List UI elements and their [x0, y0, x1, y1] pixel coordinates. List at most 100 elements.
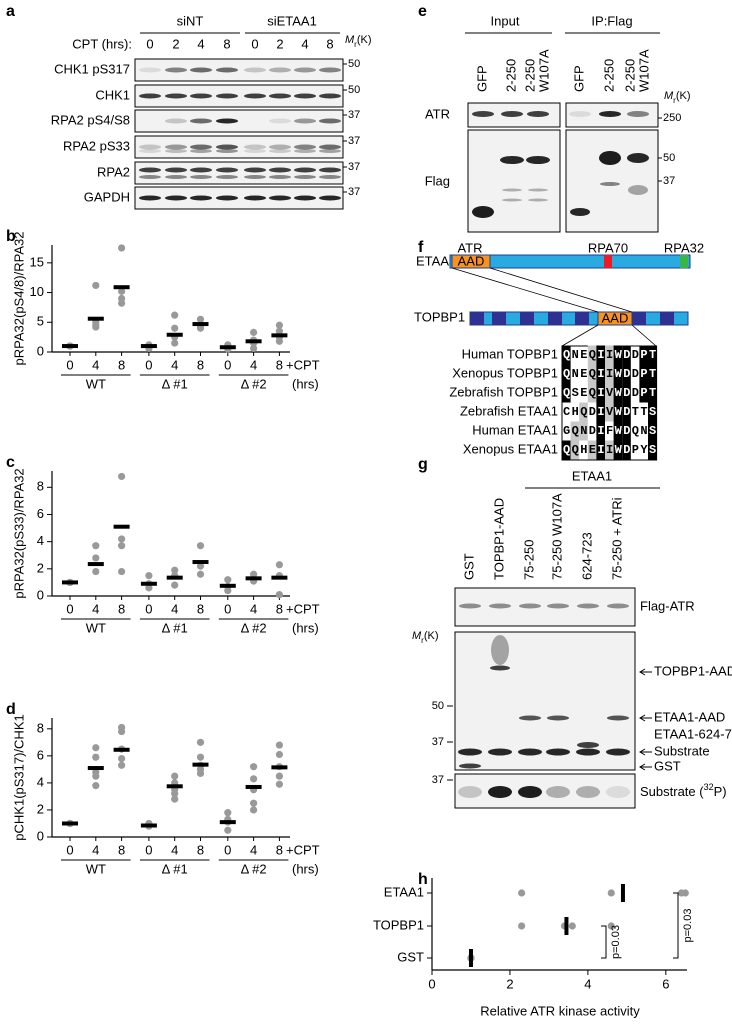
blot-band: [294, 149, 316, 153]
blot-band: [319, 167, 341, 173]
significance-bracket: [601, 925, 607, 959]
band-label: Flag-ATR: [640, 598, 695, 613]
blot-band: [488, 786, 512, 798]
blot-band: [139, 175, 161, 179]
lane-label: 4: [301, 36, 308, 51]
residue-shade: [596, 402, 605, 422]
mean-bar: [166, 332, 183, 337]
blot-band: [546, 786, 570, 798]
label-part: P): [714, 784, 727, 799]
residue: D: [623, 443, 630, 457]
blot-band: [165, 144, 187, 150]
group-label: siETAA1: [267, 13, 317, 28]
data-point: [224, 809, 232, 817]
mean-bar: [245, 576, 262, 581]
residue: W: [615, 348, 623, 362]
blot-band: [294, 167, 316, 173]
y-axis-title: pRPA32(pS33)/RPA32: [11, 468, 26, 598]
residue-shade: [605, 402, 614, 422]
blot-band: [294, 67, 316, 73]
marker-label: 50: [348, 58, 360, 70]
y-tick-label: 0: [37, 587, 44, 602]
residue-shade: [639, 345, 648, 365]
residue: Q: [589, 367, 596, 381]
band-label: Substrate: [654, 743, 710, 758]
blot-band: [607, 603, 629, 609]
blot-band: [244, 67, 266, 73]
blot-band: [165, 167, 187, 173]
blot-band: [216, 149, 238, 153]
x-tick-label: 0: [66, 601, 73, 616]
residue: S: [649, 424, 656, 438]
residue: H: [580, 443, 587, 457]
lane-label: 2-250: [522, 59, 537, 92]
data-point: [92, 744, 100, 752]
mean-bar: [192, 560, 209, 565]
blot-band: [319, 149, 341, 153]
mean-bar: [564, 917, 569, 935]
residue: D: [632, 367, 639, 381]
blot-band: [519, 715, 541, 721]
residue: I: [597, 367, 604, 381]
x-tick-label: 4: [92, 601, 99, 616]
blot-band: [139, 67, 161, 73]
mean-bar: [245, 339, 262, 344]
blot-band: [528, 198, 548, 202]
residue: Q: [563, 348, 570, 362]
data-point: [92, 772, 100, 780]
group-label: WT: [86, 376, 106, 391]
residue-shade: [587, 345, 597, 365]
cpt-label: CPT (hrs):: [72, 36, 132, 51]
blot-band: [319, 195, 341, 201]
row-label: Flag: [425, 173, 450, 188]
data-point: [171, 795, 179, 803]
residue-shade: [605, 440, 614, 460]
residue: I: [597, 386, 604, 400]
blot-band: [319, 67, 341, 73]
residue-shade: [622, 383, 631, 403]
group-label: IP:Flag: [591, 13, 632, 28]
blot-band: [528, 188, 548, 192]
blot-band: [577, 742, 599, 748]
mr-label: Mr(K): [412, 630, 439, 645]
blot-band: [190, 167, 212, 173]
x-tick-label: 0: [224, 601, 231, 616]
marker-label: 37: [663, 175, 675, 187]
blot-band: [190, 149, 212, 153]
mean-bar: [192, 762, 209, 767]
mean-bar: [113, 747, 130, 752]
marker-label: 50: [663, 152, 675, 164]
data-point: [171, 339, 179, 347]
mean-bar: [271, 575, 288, 580]
lane-label: 4: [197, 36, 204, 51]
data-point: [118, 727, 126, 736]
row-label: RPA2 pS4/S8: [51, 112, 130, 127]
panel-letter: c: [6, 454, 15, 471]
lane-label: GFP: [571, 65, 586, 92]
blot-band: [294, 93, 316, 99]
y-tick-label: ETAA1: [384, 884, 424, 899]
mean-bar: [140, 344, 157, 349]
y-tick-label: 6: [37, 747, 44, 762]
data-point: [250, 775, 258, 783]
residue-shade: [622, 421, 631, 441]
residue: N: [572, 367, 579, 381]
blot-band: [294, 118, 316, 124]
data-point: [171, 311, 179, 319]
data-point: [224, 586, 232, 595]
residue: Q: [580, 405, 587, 419]
lane-label: 2-250: [601, 59, 616, 92]
data-point: [196, 562, 205, 570]
residue: I: [606, 348, 613, 362]
blot-band: [472, 206, 494, 218]
residue: I: [597, 424, 604, 438]
residue: Q: [572, 424, 579, 438]
marker-label: 37: [348, 186, 360, 198]
zoom-line: [561, 324, 599, 347]
marker-label: 50: [432, 700, 444, 712]
residue: E: [589, 443, 596, 457]
blot-band: [502, 198, 522, 202]
residue: Q: [563, 367, 570, 381]
panel-letter: b: [6, 228, 16, 245]
blot-band: [606, 786, 630, 798]
